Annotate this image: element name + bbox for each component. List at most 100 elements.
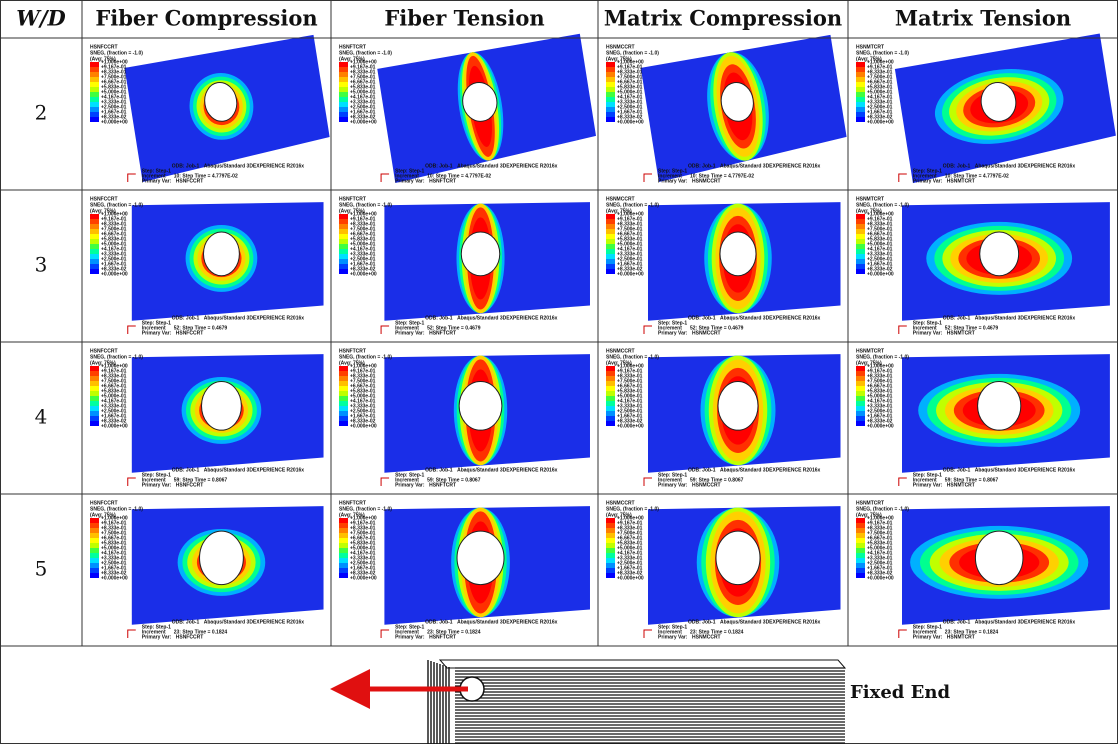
legend-band [856,72,865,77]
legend-band [856,371,865,376]
column-header: W/D [16,6,66,31]
primary-var-label: Primary Var: [913,634,943,640]
legend-band [90,518,99,523]
odb: ODB: Job-1 [425,163,453,169]
primary-var-label: Primary Var: [913,330,943,336]
legend-band [856,523,865,528]
contour-plot: HSNMCCRTSNEG, (fraction = -1.0)(Avg: 75%… [606,35,849,185]
legend-level: +0.000e+00 [867,271,894,277]
legend-band [90,533,99,538]
legend-band [339,259,348,264]
primary-var-label: Primary Var: [913,178,943,184]
column-header: Matrix Tension [895,6,1071,31]
legend-band [90,219,99,224]
legend-band [856,563,865,568]
contour-plot: HSNFTCRTSNEG, (fraction = -1.0)(Avg: 75%… [339,34,598,185]
page: {"table": { "header": ["W/D", "Fiber Com… [0,0,1118,744]
odb: ODB: Job-1 [943,315,971,321]
legend-band [856,264,865,269]
legend-band [90,214,99,219]
legend-band [339,416,348,421]
model [902,506,1110,625]
odb: ODB: Job-1 [425,467,453,473]
legend-level: +0.000e+00 [350,423,377,429]
legend-band [856,112,865,117]
legend-band [856,406,865,411]
legend-band [606,87,615,92]
legend-band [90,244,99,249]
legend-band [339,269,348,274]
axis-triad [644,326,652,334]
axis-triad [899,174,907,182]
column-header: Fiber Compression [95,6,317,31]
solver: Abaqus/Standard 3DEXPERIENCE R2016x [975,315,1076,321]
legend-band [856,239,865,244]
legend-band [606,396,615,401]
legend-band [90,386,99,391]
legend-band [90,102,99,107]
legend-level: +0.000e+00 [350,119,377,125]
hole [718,382,758,431]
column-header: Fiber Tension [384,6,544,31]
legend-band [856,528,865,533]
legend-band [606,214,615,219]
legend-level: +0.000e+00 [101,119,128,125]
contour-plot: HSNMCCRTSNEG, (fraction = -1.0)(Avg: 75%… [606,500,841,640]
legend-band [606,224,615,229]
legend-level: +0.000e+00 [617,575,644,581]
legend-level: +0.000e+00 [101,575,128,581]
legend-band [339,249,348,254]
legend-band [90,416,99,421]
primary-var-label: Primary Var: [658,634,688,640]
primary-var-label: Primary Var: [395,330,425,336]
legend-band [606,249,615,254]
legend-band [90,264,99,269]
legend-band [606,573,615,578]
primary-var: HSNFCCRT [176,330,204,336]
primary-var-label: Primary Var: [913,482,943,488]
axis-triad [128,478,136,486]
row-label: 3 [35,253,48,277]
model [384,202,590,321]
legend-band [606,366,615,371]
legend-band [339,386,348,391]
legend-band [90,112,99,117]
contour-plot: HSNFCCRTSNEG, (fraction = -1.0)(Avg: 75%… [90,35,332,184]
solver: Abaqus/Standard 3DEXPERIENCE R2016x [204,315,305,321]
primary-var: HSNFTCRT [429,634,456,640]
solver: Abaqus/Standard 3DEXPERIENCE R2016x [975,619,1076,625]
legend-band [606,269,615,274]
contour-plot: HSNMTCRTSNEG, (fraction = -1.0)(Avg: 75%… [856,34,1118,185]
legend-band [339,411,348,416]
legend-band [90,259,99,264]
model [648,354,841,473]
axis-triad [381,326,389,334]
legend-band [856,224,865,229]
odb: ODB: Job-1 [172,467,200,473]
odb: ODB: Job-1 [943,467,971,473]
model [377,34,599,183]
solver: Abaqus/Standard 3DEXPERIENCE R2016x [204,467,305,473]
primary-var-label: Primary Var: [395,634,425,640]
legend-band [90,406,99,411]
legend-band [606,558,615,563]
legend-band [856,82,865,87]
legend-band [339,396,348,401]
legend-band [90,107,99,112]
primary-var: HSNMTCRT [947,330,975,336]
legend-band [90,411,99,416]
contour-plot: HSNMTCRTSNEG, (fraction = -1.0)(Avg: 75%… [856,196,1110,336]
legend-band [606,371,615,376]
legend-band [339,553,348,558]
contour-plot: HSNFCCRTSNEG, (fraction = -1.0)(Avg: 75%… [90,348,324,488]
legend-band [90,401,99,406]
legend-band [90,269,99,274]
legend-band [90,421,99,426]
legend-band [606,234,615,239]
model [384,354,590,473]
legend-band [856,401,865,406]
legend-band [606,401,615,406]
legend-band [90,563,99,568]
column-header: Matrix Compression [604,6,842,31]
